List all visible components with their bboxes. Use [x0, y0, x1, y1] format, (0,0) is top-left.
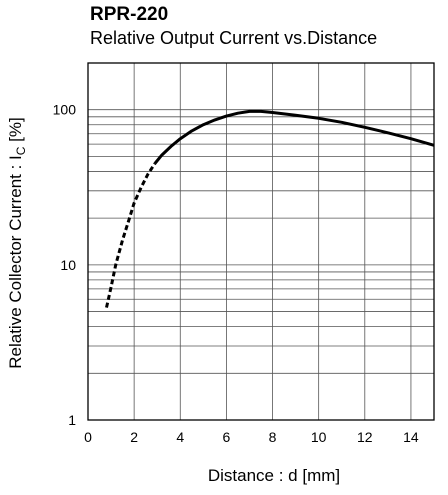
x-tick-label: 2: [130, 429, 138, 445]
x-tick-label: 6: [223, 429, 231, 445]
x-tick-label: 4: [176, 429, 184, 445]
y-tick-label: 10: [60, 257, 76, 273]
y-tick-labels: 1 10 100: [53, 102, 77, 428]
y-axis-label-main: Relative Collector Current : I: [6, 155, 25, 369]
x-tick-labels: 0 2 4 6 8 10 12 14: [84, 429, 419, 445]
x-tick-label: 10: [311, 429, 327, 445]
grid-lines: [88, 63, 434, 420]
plot-frame: [87, 62, 435, 421]
x-axis-label: Distance : d [mm]: [208, 466, 340, 485]
y-axis-label-subscript: C: [14, 146, 28, 155]
series-group: [105, 109, 435, 308]
series-line-dashed: [105, 162, 157, 308]
series-line-solid: [153, 109, 435, 165]
y-tick-label: 100: [53, 102, 77, 118]
x-tick-label: 12: [357, 429, 373, 445]
y-tick-label: 1: [68, 412, 76, 428]
y-axis-label: Relative Collector Current : IC [%]: [6, 117, 28, 369]
x-tick-label: 0: [84, 429, 92, 445]
x-tick-label: 8: [269, 429, 277, 445]
y-axis-label-unit: [%]: [6, 117, 25, 146]
chart-subtitle: Relative Output Current vs.Distance: [90, 28, 378, 48]
chart-title: RPR-220: [90, 4, 169, 25]
x-tick-label: 14: [403, 429, 419, 445]
